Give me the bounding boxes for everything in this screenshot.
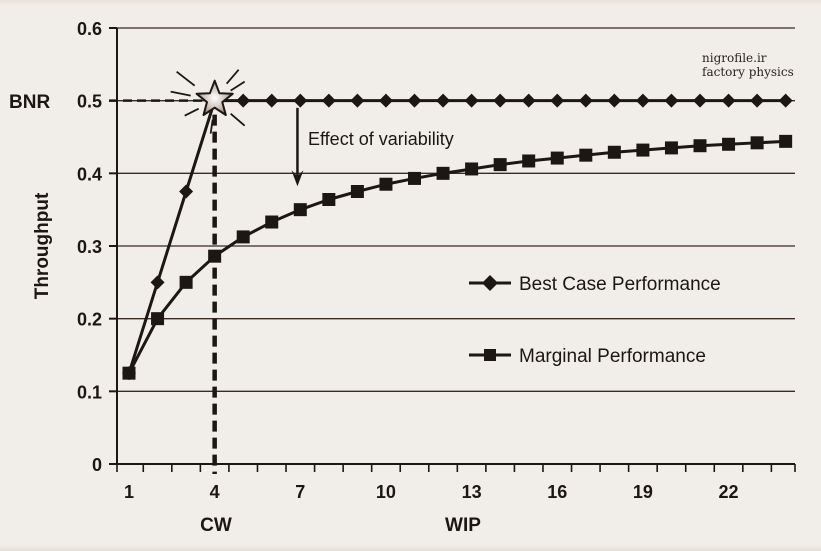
data-point-square [750,136,764,150]
bnr-label: BNR [9,92,50,113]
data-point-square [293,203,307,217]
series [122,93,793,381]
star-marker [170,69,246,134]
y-tick-label: 0.4 [77,164,102,184]
data-point-square [550,151,564,165]
data-point-square [722,137,736,151]
x-axis-title: WIP [445,515,481,536]
data-point-square [236,230,250,244]
data-point-square [265,215,279,229]
y-tick-label: 0 [92,455,102,475]
y-tick-label: 0.2 [77,310,102,330]
legend-square-icon [484,349,496,361]
legend-label-marginal: Marginal Performance [519,346,706,367]
burst-line [184,107,200,117]
watermark-line-1: nigrofile.ir [702,51,767,65]
series-marginal [122,134,793,380]
y-tick-label: 0.3 [77,237,102,257]
y-axis-title: Throughput [32,192,53,299]
data-point-square [607,145,621,159]
data-point-square [151,312,165,326]
data-point-diamond [436,93,451,108]
data-point-diamond [778,93,793,108]
data-point-square [379,177,393,191]
data-point-diamond [464,93,479,108]
legend-diamond-icon [482,275,498,291]
data-point-square [408,171,421,185]
reference-lines [109,99,217,474]
data-point-diamond [664,93,679,108]
cw-label: CW [200,515,232,536]
x-tick-label: 7 [295,482,305,502]
data-point-diamond [407,93,422,108]
y-ticks: 0 0.1 0.2 0.3 0.4 0.5 0.6 [77,19,117,475]
data-point-diamond [578,93,593,108]
data-point-diamond [321,93,336,108]
burst-line [170,90,191,97]
data-point-diamond [236,93,251,108]
series-line [127,139,786,374]
x-ticks: 1 4 7 10 13 16 19 22 [116,464,796,502]
data-point-diamond [264,93,279,108]
data-point-diamond [521,93,536,108]
data-point-square [693,139,707,153]
data-point-square [636,143,650,157]
data-point-square [179,275,193,289]
x-tick-label: 4 [210,482,220,502]
series-line [127,99,786,374]
legend-item-marginal: Marginal Performance [469,346,706,367]
burst-line [176,70,196,87]
data-point-diamond [293,93,308,108]
legend: Best Case Performance Marginal Performan… [469,274,721,367]
annotations: BNR CW WIP Throughput Effect of variabil… [9,51,794,536]
data-point-square [579,148,593,162]
x-tick-label: 10 [376,482,396,502]
data-point-square [436,166,450,180]
star-icon [195,79,234,116]
data-point-diamond [179,184,194,199]
x-tick-label: 13 [462,482,482,502]
effect-of-variability-label: Effect of variability [308,129,454,149]
data-point-diamond [550,93,565,108]
legend-item-best-case: Best Case Performance [469,274,721,295]
y-tick-label: 0.6 [77,19,102,39]
data-point-diamond [750,93,765,108]
data-point-diamond [635,93,650,108]
burst-line [230,112,246,127]
data-point-diamond [721,93,736,108]
data-point-diamond [493,93,508,108]
x-tick-label: 19 [633,482,653,502]
y-tick-label: 0.1 [77,382,102,402]
burst-line [225,69,240,85]
data-point-diamond [607,93,622,108]
y-tick-label: 0.5 [77,92,102,112]
data-point-diamond [150,275,165,290]
data-point-square [522,154,536,168]
burst-line [209,119,214,134]
data-point-diamond [122,366,136,381]
gridlines [117,27,795,392]
series-best-case [122,93,793,381]
data-point-diamond [350,93,365,108]
data-point-diamond [693,93,707,108]
data-point-square [664,141,678,155]
x-tick-label: 1 [124,482,134,502]
data-point-diamond [378,93,393,108]
data-point-square [322,192,336,206]
data-point-square [779,134,793,148]
x-tick-label: 22 [719,482,739,502]
data-point-square [350,185,364,198]
data-point-square [493,158,507,172]
burst-line [230,80,246,92]
data-point-square [208,249,222,263]
x-tick-label: 16 [547,482,567,502]
watermark-line-2: factory physics [702,65,794,79]
arrow-down-icon [291,170,304,187]
legend-label-best-case: Best Case Performance [519,274,721,295]
data-point-square [465,162,479,176]
